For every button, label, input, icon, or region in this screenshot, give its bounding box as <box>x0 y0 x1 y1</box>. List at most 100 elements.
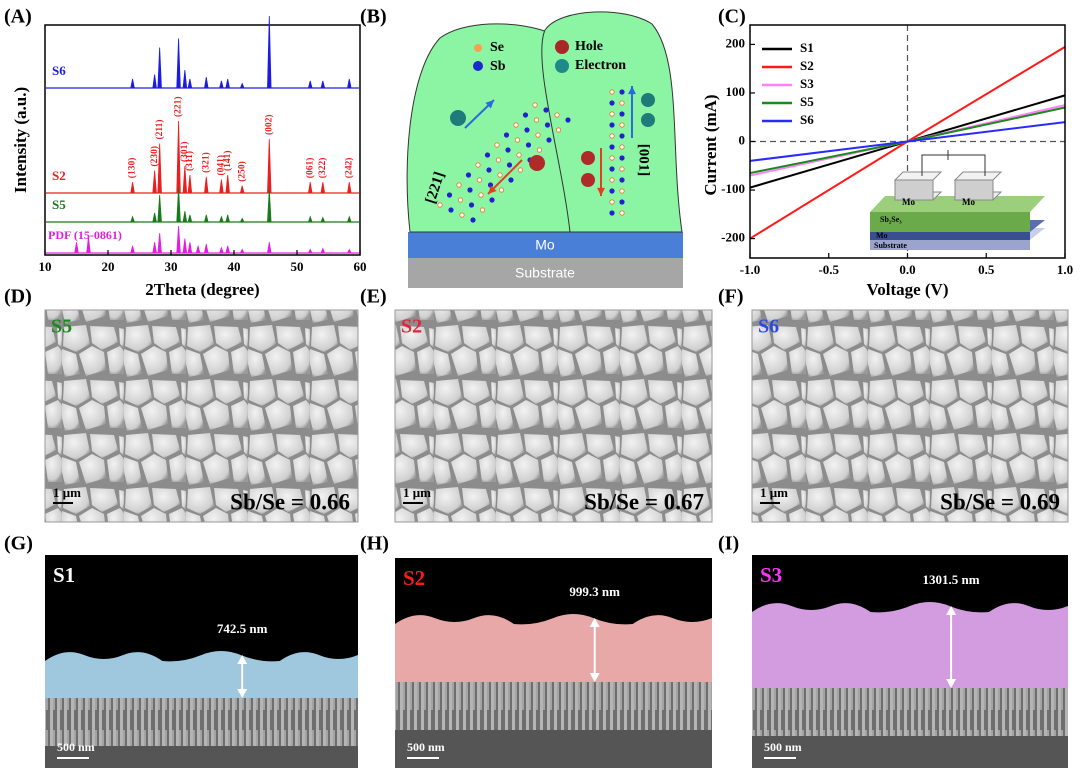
particle <box>581 173 595 187</box>
peak-label: (321) <box>200 152 211 173</box>
peak-label: (242) <box>343 158 354 179</box>
sem-image <box>394 309 713 523</box>
arrow-head <box>237 655 248 664</box>
inset-label: Mo <box>876 231 888 240</box>
y-tick-label: 200 <box>726 35 746 50</box>
y-tick-label: 0 <box>739 132 746 147</box>
atom <box>503 132 510 138</box>
peak <box>152 74 157 89</box>
panel-label: (H) <box>360 533 389 555</box>
sample-label: S1 <box>53 563 75 587</box>
atom <box>495 157 502 163</box>
peak <box>307 80 313 89</box>
direction-label: [001] <box>636 144 652 177</box>
peak <box>267 15 272 89</box>
peak <box>346 248 352 254</box>
panel-label: (I) <box>718 533 739 555</box>
peak <box>320 247 326 254</box>
peak <box>267 138 272 194</box>
y-axis-label: Current (mA) <box>701 94 720 195</box>
series-label: S5 <box>52 197 66 212</box>
atom <box>524 127 530 133</box>
x-tick-label: -0.5 <box>818 262 839 277</box>
peak-label: (301) <box>179 141 190 162</box>
particle <box>555 40 569 54</box>
atom <box>476 177 483 183</box>
peak <box>182 69 188 89</box>
peak-label: (230) <box>149 146 160 167</box>
peak-label: (041) <box>216 155 227 176</box>
atom <box>609 89 615 95</box>
panel-label: (G) <box>4 533 33 555</box>
atom <box>619 177 625 183</box>
atom <box>609 122 615 128</box>
atom <box>484 152 491 158</box>
peak-label: (311) <box>184 151 195 171</box>
peak <box>346 215 352 223</box>
atom <box>459 212 465 218</box>
sem-image <box>751 309 1069 523</box>
atom <box>609 199 615 205</box>
atom <box>516 152 522 158</box>
scale-bar-label: 500 nm <box>57 740 95 754</box>
peak <box>187 78 193 89</box>
inset-label: Mo <box>962 197 975 207</box>
particle <box>555 59 569 73</box>
peak <box>320 216 326 223</box>
mo-columns <box>395 682 712 730</box>
arrow-head <box>946 606 957 615</box>
atom <box>532 102 538 108</box>
atom <box>489 197 495 203</box>
peak <box>320 182 326 194</box>
particle <box>529 155 545 171</box>
iv-curve <box>749 121 1066 162</box>
atom <box>437 202 443 208</box>
x-tick-label: 50 <box>291 259 304 274</box>
y-tick-label: -100 <box>721 181 745 196</box>
peak <box>239 82 245 89</box>
atom <box>619 100 625 106</box>
sample-label: S6 <box>758 316 779 338</box>
peak <box>204 77 209 89</box>
x-tick-label: 30 <box>165 259 178 274</box>
atom <box>609 155 615 161</box>
legend-label: Electron <box>575 58 626 73</box>
panel-label: (B) <box>360 6 387 28</box>
atom <box>546 137 552 143</box>
peak <box>267 242 272 254</box>
atom <box>609 166 615 172</box>
legend-label: Hole <box>575 39 603 54</box>
mo-columns <box>45 698 358 746</box>
peak <box>187 242 193 254</box>
peak <box>307 215 313 223</box>
substrate-layer <box>408 258 683 288</box>
legend-label: S5 <box>800 94 814 109</box>
atom <box>468 202 475 208</box>
atom <box>609 177 615 183</box>
atom <box>456 182 462 188</box>
peak <box>347 78 352 89</box>
peak <box>219 80 224 89</box>
atom <box>619 199 625 205</box>
atom <box>609 210 615 216</box>
particle <box>473 61 483 71</box>
x-axis-label: 2Theta (degree) <box>145 280 259 299</box>
sample-label: S2 <box>401 316 422 338</box>
scale-bar-label: 500 nm <box>407 740 445 754</box>
atom <box>609 100 615 106</box>
atom <box>565 117 571 123</box>
film-layer <box>45 651 358 698</box>
atom <box>467 187 473 193</box>
y-tick-label: -200 <box>721 230 745 245</box>
peak <box>157 233 162 254</box>
peak <box>219 246 224 254</box>
peak <box>204 176 209 194</box>
atom <box>555 127 562 133</box>
peak <box>182 238 188 254</box>
electrode <box>953 171 1003 181</box>
x-tick-label: 40 <box>228 259 241 274</box>
peak <box>239 185 245 194</box>
atom <box>506 162 513 168</box>
x-axis-label: Voltage (V) <box>867 280 949 299</box>
composition-label: Sb/Se = 0.69 <box>940 489 1060 514</box>
